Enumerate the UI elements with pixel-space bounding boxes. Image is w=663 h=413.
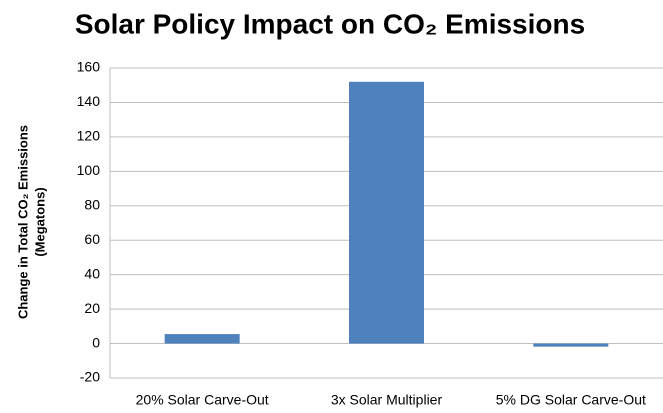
y-tick-label: 140 [77,93,101,109]
bar [349,81,424,344]
x-tick-label: 3x Solar Multiplier [331,392,443,408]
y-axis-label: Change in Total CO₂ Emissions (Megatons) [15,125,47,319]
y-tick-label: 120 [77,128,101,144]
bar [164,334,240,344]
y-tick-label: -20 [80,369,100,385]
y-axis-label-line: Change in Total CO₂ Emissions [15,125,30,319]
y-tick-label: 0 [92,334,100,350]
bar [533,343,609,347]
y-axis-label-line: (Megatons) [32,187,47,256]
y-tick-label: 160 [77,59,101,75]
y-tick-label: 100 [77,162,101,178]
x-tick-label: 5% DG Solar Carve-Out [496,392,646,408]
y-tick-label: 40 [84,265,100,281]
y-tick-label: 80 [84,196,100,212]
chart-title: Solar Policy Impact on CO₂ Emissions [75,8,585,39]
y-tick-label: 20 [84,300,100,316]
x-tick-label: 20% Solar Carve-Out [136,392,269,408]
y-tick-label: 60 [84,231,100,247]
